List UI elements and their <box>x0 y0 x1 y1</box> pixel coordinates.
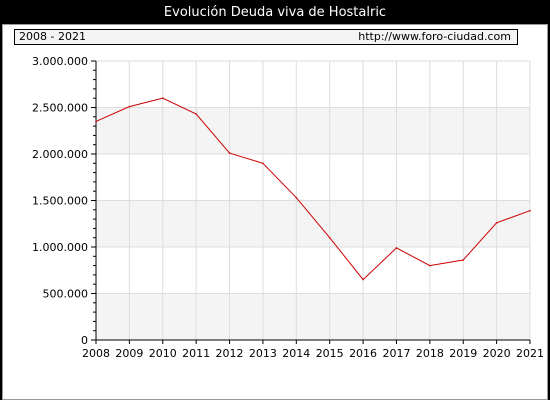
info-box: 2008 - 2021 http://www.foro-ciudad.com <box>14 29 518 45</box>
grid-band <box>96 200 530 247</box>
data-point <box>95 120 97 123</box>
data-point <box>529 209 531 212</box>
y-tick-label: 2.000.000 <box>32 148 88 161</box>
x-tick-label: 2012 <box>216 347 244 360</box>
data-point <box>362 278 364 281</box>
data-point <box>462 259 465 261</box>
data-point <box>128 105 131 108</box>
x-tick-label: 2008 <box>82 347 110 360</box>
y-tick-label: 3.000.000 <box>32 55 88 68</box>
data-point <box>161 97 164 99</box>
x-tick-label: 2014 <box>282 347 310 360</box>
x-tick-label: 2021 <box>516 347 544 360</box>
data-point <box>395 247 398 249</box>
x-tick-label: 2010 <box>149 347 177 360</box>
x-tick-label: 2015 <box>316 347 344 360</box>
y-tick-label: 1.500.000 <box>32 195 88 208</box>
grid-band <box>96 293 530 340</box>
data-point <box>262 162 264 165</box>
x-tick-label: 2011 <box>182 347 210 360</box>
x-tick-label: 2009 <box>115 347 143 360</box>
x-tick-label: 2020 <box>483 347 511 360</box>
data-point <box>228 152 231 154</box>
x-tick-label: 2019 <box>449 347 477 360</box>
series-line <box>95 97 531 281</box>
data-point <box>328 236 331 239</box>
y-tick-label: 500.000 <box>43 288 89 301</box>
data-point <box>429 264 431 267</box>
source-url: http://www.foro-ciudad.com <box>358 30 511 43</box>
period-label: 2008 - 2021 <box>19 30 86 43</box>
x-tick-label: 2018 <box>416 347 444 360</box>
y-tick-label: 2.500.000 <box>32 102 88 115</box>
data-point <box>295 196 298 199</box>
x-tick-label: 2013 <box>249 347 277 360</box>
data-point <box>495 222 498 224</box>
y-tick-label: 0 <box>81 334 88 347</box>
grid-band <box>96 107 530 154</box>
x-tick-label: 2017 <box>382 347 410 360</box>
data-point <box>195 113 197 115</box>
chart-title: Evolución Deuda viva de Hostalric <box>163 5 387 20</box>
x-tick-label: 2016 <box>349 347 377 360</box>
y-tick-label: 1.000.000 <box>32 241 88 254</box>
